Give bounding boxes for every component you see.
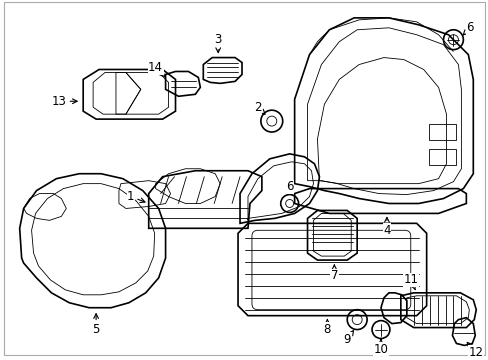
Text: 13: 13	[52, 95, 77, 108]
Text: 8: 8	[323, 319, 330, 336]
Text: 6: 6	[462, 21, 473, 35]
Text: 2: 2	[254, 101, 264, 114]
Text: 4: 4	[383, 217, 390, 237]
Text: 11: 11	[403, 274, 417, 290]
Text: 5: 5	[92, 314, 100, 336]
Text: 1: 1	[127, 190, 144, 203]
Text: 6: 6	[285, 180, 293, 194]
Text: 9: 9	[343, 330, 353, 346]
Text: 12: 12	[466, 342, 483, 359]
Text: 3: 3	[214, 33, 222, 53]
Bar	[428, 149, 455, 165]
Bar	[428, 124, 455, 140]
Text: 14: 14	[148, 61, 164, 77]
Text: 10: 10	[373, 339, 387, 356]
Text: 7: 7	[330, 265, 337, 283]
